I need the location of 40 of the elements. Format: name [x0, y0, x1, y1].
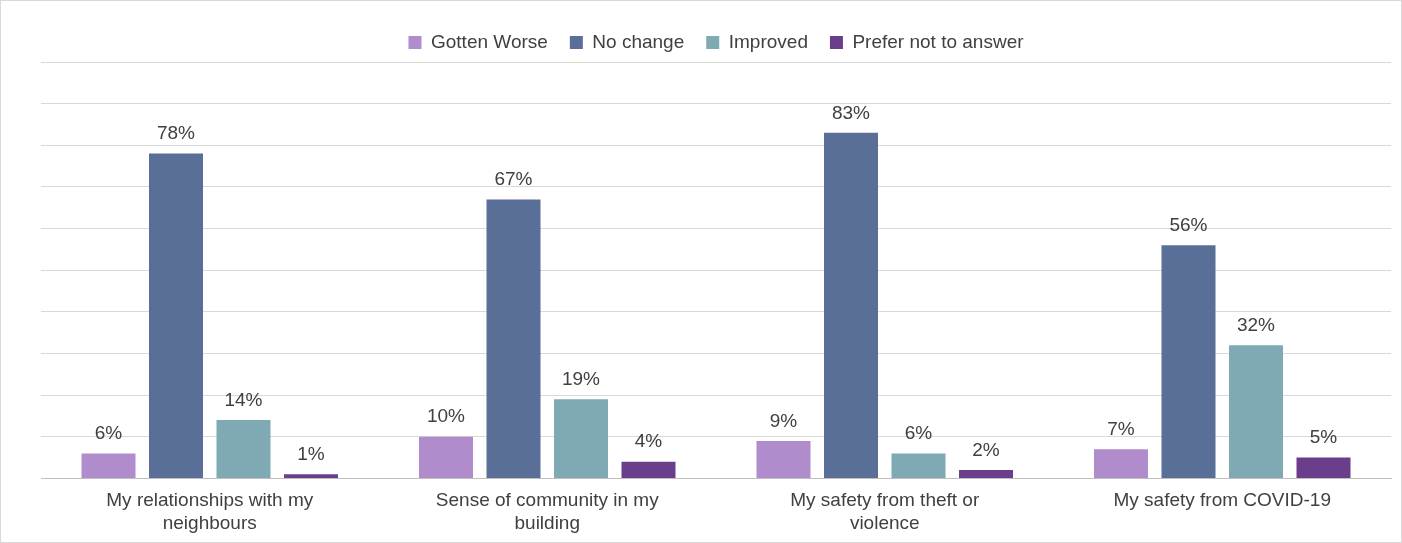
data-label: 1% — [297, 442, 325, 464]
data-label: 19% — [561, 368, 601, 390]
data-label: 83% — [831, 101, 871, 123]
bar — [1229, 345, 1283, 478]
bar — [621, 461, 676, 478]
bar — [756, 440, 811, 478]
bar — [284, 474, 338, 478]
bar — [149, 153, 203, 478]
x-tick-label: My safety from COVID-19 — [1113, 489, 1331, 511]
x-tick-label: My relationships with my neighbours — [106, 489, 314, 533]
data-label: 7% — [1107, 417, 1135, 439]
bar — [959, 470, 1013, 478]
data-label: 6% — [904, 422, 933, 444]
data-label: 56% — [1169, 213, 1208, 235]
data-label: 4% — [634, 430, 663, 452]
bar — [1296, 457, 1351, 478]
data-label: 14% — [224, 388, 263, 410]
x-tick-label: My safety from theft or violence — [790, 489, 980, 533]
data-label: 9% — [769, 409, 798, 431]
bar — [824, 132, 878, 478]
data-label: 67% — [494, 168, 533, 190]
bar — [81, 453, 136, 478]
data-label: 5% — [1309, 426, 1338, 448]
bar — [554, 399, 608, 478]
legend-label: No change — [592, 30, 685, 52]
bar — [486, 199, 541, 478]
data-label: 10% — [426, 405, 466, 427]
data-label: 2% — [972, 438, 1000, 460]
bar — [1161, 245, 1216, 478]
legend-label: Prefer not to answer — [852, 30, 1025, 52]
bar — [1094, 449, 1148, 478]
legend-label: Gotten Worse — [430, 30, 548, 52]
bar — [216, 420, 271, 478]
data-label: 78% — [156, 122, 196, 144]
bar — [891, 453, 946, 478]
legend-label: Improved — [728, 30, 808, 52]
data-label: 6% — [94, 422, 123, 444]
x-tick-label: Sense of community in my building — [435, 489, 660, 533]
data-label: 32% — [1236, 313, 1276, 335]
bar — [419, 436, 473, 478]
